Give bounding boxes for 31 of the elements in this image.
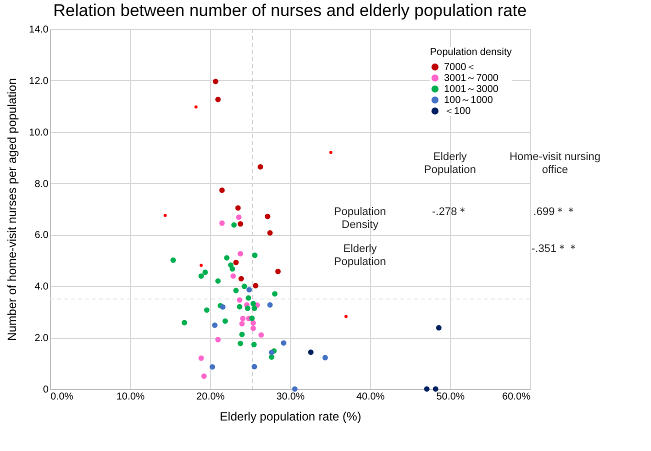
- y-tick-label: 0: [42, 384, 49, 396]
- legend-label: ＜100: [444, 106, 472, 117]
- annotation: Elderly Population: [424, 151, 476, 176]
- legend-label: 7000＜: [444, 62, 476, 73]
- y-tick-label: 6.0: [34, 230, 49, 242]
- annotation: Population Density: [334, 206, 386, 231]
- annotation: Home-visit nursing office: [509, 151, 601, 176]
- x-tick-label: 20.0%: [196, 392, 225, 402]
- text: -.351＊＊: [531, 243, 579, 255]
- x-axis-title: Elderly population rate (%): [220, 410, 362, 424]
- y-tick-label: 10.0: [29, 127, 49, 138]
- x-tick-label: 60.0%: [502, 392, 531, 402]
- x-tick-label: 10.0%: [116, 392, 145, 402]
- x-tick-label: 0.0%: [50, 392, 74, 402]
- y-tick-label: 2.0: [34, 333, 49, 344]
- text: .699＊＊: [533, 206, 577, 218]
- y-tick-label: 8.0: [34, 178, 49, 190]
- chart-title: Relation between number of nurses and elderly population rate: [53, 1, 527, 20]
- y-tick-label: 4.0: [34, 282, 49, 293]
- annotation: Elderly Population: [334, 243, 386, 268]
- legend-title: Population density: [430, 47, 512, 58]
- annotation: -.278＊: [432, 206, 468, 218]
- legend-label: 3001～7000: [444, 73, 499, 84]
- y-tick-label: 14.0: [29, 24, 49, 36]
- legend-label: 1001～3000: [444, 84, 499, 95]
- y-tick-label: 12.0: [29, 76, 49, 87]
- x-tick-label: 30.0%: [276, 392, 305, 402]
- x-tick-label: 50.0%: [436, 392, 465, 402]
- x-tick-label: 40.0%: [356, 392, 385, 402]
- legend-label: 100～1000: [444, 95, 494, 106]
- y-axis-title: Number of home-visit nurses per aged population: [5, 78, 20, 341]
